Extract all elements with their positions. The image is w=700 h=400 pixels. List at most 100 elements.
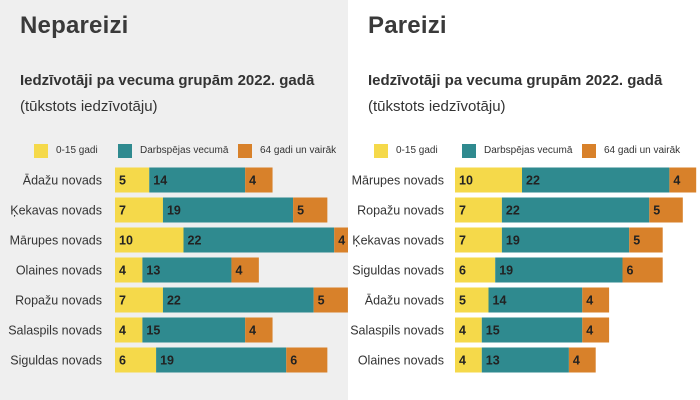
bar-segment-senior (245, 167, 273, 193)
bar-segment-young (455, 167, 522, 193)
bar-segment-working (142, 257, 232, 283)
category-label: Mārupes novads (10, 234, 102, 248)
category-label: Ropažu novads (357, 204, 444, 218)
chart-subtitle: (tūkstots iedzīvotāju) (20, 98, 158, 115)
bar-segment-senior (293, 197, 328, 223)
data-label: 7 (119, 204, 126, 218)
data-label: 13 (146, 264, 160, 278)
bar-segment-working (501, 197, 650, 223)
data-label: 6 (290, 354, 297, 368)
data-label: 22 (526, 174, 540, 188)
data-label: 4 (249, 174, 256, 188)
category-label: Ādažu novads (365, 294, 444, 308)
data-label: 22 (188, 234, 202, 248)
legend-label: 64 gadi un vairāk (604, 145, 681, 156)
category-label: Salaspils novads (350, 324, 444, 338)
bar-segment-senior (245, 317, 273, 343)
data-label: 7 (459, 234, 466, 248)
data-label: 19 (499, 264, 513, 278)
data-label: 7 (119, 294, 126, 308)
data-label: 15 (146, 324, 160, 338)
category-label: Siguldas novads (10, 354, 102, 368)
data-label: 5 (653, 204, 660, 218)
data-label: 6 (627, 264, 634, 278)
chart-title: Iedzīvotāji pa vecuma grupām 2022. gadā (20, 72, 315, 89)
bar-segment-young (455, 317, 482, 343)
stacked-bar-chart: Ādažu novads 5 14 4 Ķekavas novads 7 19 5 Mārupe… (8, 167, 348, 373)
bar-segment-working (481, 317, 583, 343)
bar-segment-young (455, 257, 496, 283)
category-label: Ķekavas novads (10, 204, 102, 218)
bar-segment-senior (231, 257, 259, 283)
data-label: 4 (338, 234, 345, 248)
bar-segment-working (495, 257, 623, 283)
category-label: Siguldas novads (352, 264, 444, 278)
panel-heading: Pareizi (368, 12, 447, 39)
bar-segment-senior (669, 167, 697, 193)
correct-example-panel: Pareizi Iedzīvotāji pa vecuma grupām 202… (348, 0, 700, 400)
data-label: 4 (586, 324, 593, 338)
bar-segment-young (115, 257, 143, 283)
legend-swatch-senior (238, 144, 252, 158)
legend-label: Darbspējas vecumā (140, 145, 229, 156)
legend-swatch-young (374, 144, 388, 158)
data-label: 5 (297, 204, 304, 218)
bar-segment-senior (334, 227, 348, 253)
legend-label: 0-15 gadi (56, 145, 98, 156)
category-label: Olaines novads (16, 264, 102, 278)
data-label: 10 (119, 234, 133, 248)
category-label: Ādažu novads (23, 174, 102, 188)
data-label: 5 (318, 294, 325, 308)
data-label: 4 (573, 354, 580, 368)
data-label: 19 (160, 354, 174, 368)
data-label: 5 (119, 174, 126, 188)
bar-segment-working (488, 287, 583, 313)
category-label: Ķekavas novads (352, 234, 444, 248)
legend-label: Darbspējas vecumā (484, 145, 573, 156)
data-label: 13 (486, 354, 500, 368)
data-label: 15 (486, 324, 500, 338)
chart-legend: 0-15 gadi Darbspējas vecumā 64 gadi un v… (348, 144, 700, 160)
panel-heading: Nepareizi (20, 12, 129, 39)
bar-segment-young (115, 167, 150, 193)
data-label: 22 (506, 204, 520, 218)
bar-segment-working (183, 227, 335, 253)
legend-swatch-working (462, 144, 476, 158)
bar-segment-senior (629, 227, 663, 253)
data-label: 4 (119, 324, 126, 338)
stacked-bar-chart: Mārupes novads 10 22 4 Ropažu novads 7 22 5 Ķeka… (350, 167, 697, 373)
data-label: 5 (633, 234, 640, 248)
legend-label: 64 gadi un vairāk (260, 145, 337, 156)
data-label: 14 (493, 294, 507, 308)
data-label: 7 (459, 204, 466, 218)
category-label: Salaspils novads (8, 324, 102, 338)
data-label: 19 (506, 234, 520, 248)
chart-legend: 0-15 gadi Darbspējas vecumā 64 gadi un v… (0, 144, 348, 160)
bar-segment-senior (568, 347, 596, 373)
data-label: 19 (167, 204, 181, 218)
bar-segment-working (481, 347, 569, 373)
legend-swatch-senior (582, 144, 596, 158)
bar-segment-young (455, 197, 502, 223)
bar-segment-young (455, 287, 489, 313)
data-label: 10 (459, 174, 473, 188)
bar-segment-senior (582, 287, 610, 313)
data-label: 4 (459, 324, 466, 338)
chart-title: Iedzīvotāji pa vecuma grupām 2022. gadā (368, 72, 663, 89)
bar-segment-working (156, 347, 287, 373)
data-label: 4 (673, 174, 680, 188)
bar-segment-young (115, 197, 163, 223)
data-label: 22 (167, 294, 181, 308)
bar-segment-working (149, 167, 246, 193)
bar-segment-young (115, 317, 143, 343)
bar-segment-young (115, 287, 163, 313)
legend-swatch-working (118, 144, 132, 158)
bar-segment-young (115, 227, 184, 253)
data-label: 4 (249, 324, 256, 338)
legend-swatch-young (34, 144, 48, 158)
bar-segment-young (455, 227, 502, 253)
data-label: 4 (235, 264, 242, 278)
data-label: 6 (119, 354, 126, 368)
bar-segment-working (501, 227, 630, 253)
bar-segment-senior (582, 317, 610, 343)
